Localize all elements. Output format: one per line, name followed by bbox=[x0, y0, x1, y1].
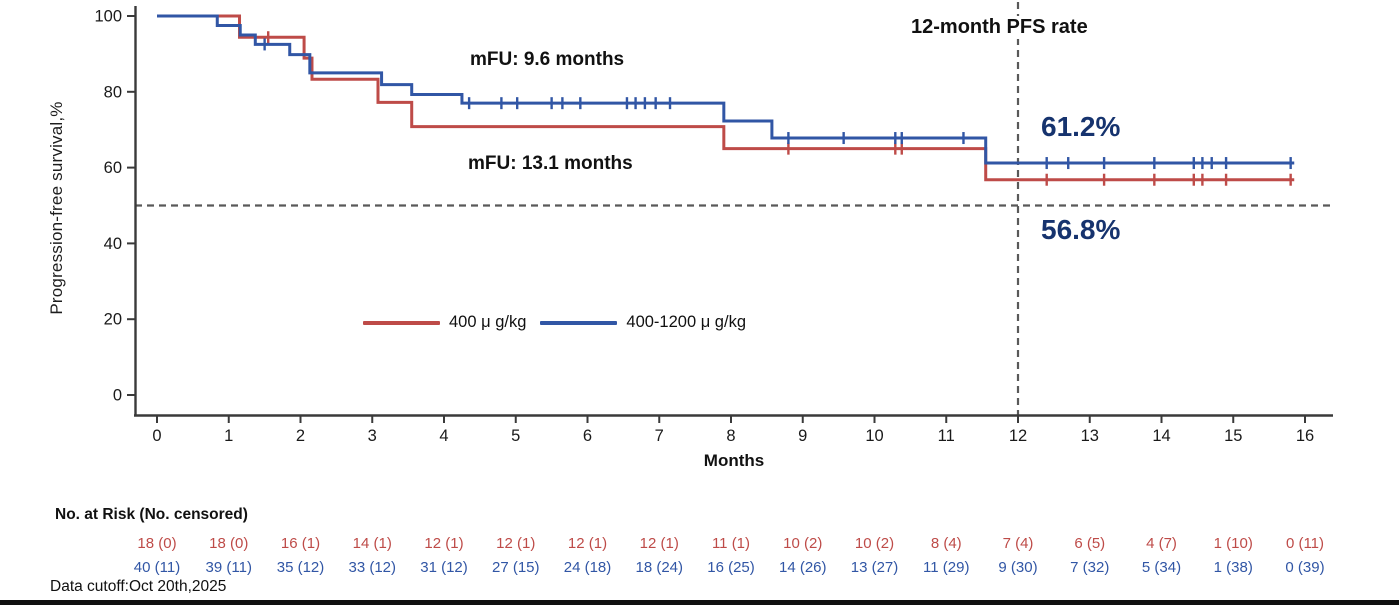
risk-value: 24 (18) bbox=[564, 559, 612, 576]
y-tick-label: 40 bbox=[104, 235, 122, 253]
risk-value: 1 (38) bbox=[1214, 559, 1253, 576]
x-tick-label: 6 bbox=[583, 427, 592, 445]
legend-item-red-arm: 400 μ g/kg bbox=[363, 313, 526, 332]
bottom-border-bar bbox=[0, 600, 1399, 605]
risk-value: 0 (39) bbox=[1285, 559, 1324, 576]
x-tick-label: 4 bbox=[439, 427, 448, 445]
x-tick-label: 16 bbox=[1296, 427, 1314, 445]
risk-value: 7 (4) bbox=[1003, 535, 1034, 552]
risk-value: 12 (1) bbox=[568, 535, 607, 552]
risk-value: 5 (34) bbox=[1142, 559, 1181, 576]
risk-value: 10 (2) bbox=[783, 535, 822, 552]
risk-value: 18 (24) bbox=[635, 559, 683, 576]
risk-value: 33 (12) bbox=[348, 559, 396, 576]
legend: 400 μ g/kg 400-1200 μ g/kg bbox=[363, 313, 746, 332]
x-tick-label: 8 bbox=[726, 427, 735, 445]
km-curve-red-arm bbox=[157, 14, 1295, 182]
risk-value: 12 (1) bbox=[496, 535, 535, 552]
x-tick-label: 5 bbox=[511, 427, 520, 445]
y-tick-label: 80 bbox=[104, 83, 122, 101]
risk-value: 0 (11) bbox=[1286, 535, 1324, 552]
risk-value: 16 (1) bbox=[281, 535, 320, 552]
risk-value: 27 (15) bbox=[492, 559, 540, 576]
risk-value: 40 (11) bbox=[134, 559, 180, 576]
risk-value: 9 (30) bbox=[998, 559, 1037, 576]
x-tick-label: 0 bbox=[152, 427, 161, 445]
risk-value: 11 (1) bbox=[712, 535, 750, 552]
risk-value: 18 (0) bbox=[209, 535, 248, 552]
pfs-rate-value-red-arm: 56.8% bbox=[1041, 214, 1121, 245]
risk-value: 14 (26) bbox=[779, 559, 827, 576]
pfs-rate-header: 12-month PFS rate bbox=[907, 16, 1092, 39]
y-tick-label: 0 bbox=[113, 387, 122, 405]
risk-value: 39 (11) bbox=[206, 559, 252, 576]
risk-value: 7 (32) bbox=[1070, 559, 1109, 576]
risk-value: 13 (27) bbox=[851, 559, 899, 576]
risk-value: 6 (5) bbox=[1074, 535, 1105, 552]
x-tick-label: 10 bbox=[865, 427, 883, 445]
risk-value: 10 (2) bbox=[855, 535, 894, 552]
legend-label-red: 400 μ g/kg bbox=[449, 313, 527, 331]
x-tick-label: 2 bbox=[296, 427, 305, 445]
risk-value: 12 (1) bbox=[640, 535, 679, 552]
legend-line-blue bbox=[540, 320, 618, 325]
x-tick-label: 3 bbox=[368, 427, 377, 445]
risk-value: 8 (4) bbox=[931, 535, 962, 552]
risk-value: 11 (29) bbox=[923, 559, 969, 576]
y-tick-label: 20 bbox=[104, 311, 122, 329]
risk-value: 18 (0) bbox=[137, 535, 176, 552]
y-axis-title: Progression-free survival,% bbox=[47, 101, 66, 315]
mfu-label-red-arm: mFU: 13.1 months bbox=[468, 153, 633, 174]
y-tick-label: 100 bbox=[94, 8, 122, 26]
legend-label-blue: 400-1200 μ g/kg bbox=[626, 313, 746, 331]
y-tick-label: 60 bbox=[104, 159, 122, 177]
risk-value: 14 (1) bbox=[353, 535, 392, 552]
data-cutoff-note: Data cutoff:Oct 20th,2025 bbox=[50, 578, 227, 595]
mfu-label-blue-arm: mFU: 9.6 months bbox=[470, 49, 625, 70]
x-tick-label: 13 bbox=[1081, 427, 1099, 445]
x-tick-label: 1 bbox=[224, 427, 233, 445]
risk-value: 1 (10) bbox=[1214, 535, 1253, 552]
x-tick-label: 15 bbox=[1224, 427, 1242, 445]
km-curve-blue-arm bbox=[157, 14, 1295, 165]
x-tick-label: 12 bbox=[1009, 427, 1027, 445]
legend-line-red bbox=[363, 320, 440, 325]
risk-value: 31 (12) bbox=[420, 559, 468, 576]
x-tick-label: 14 bbox=[1152, 427, 1170, 445]
x-tick-label: 11 bbox=[938, 427, 955, 445]
x-tick-label: 9 bbox=[798, 427, 807, 445]
risk-value: 35 (12) bbox=[277, 559, 325, 576]
legend-item-blue-arm: 400-1200 μ g/kg bbox=[540, 313, 746, 332]
pfs-rate-value-blue-arm: 61.2% bbox=[1041, 111, 1121, 142]
risk-value: 16 (25) bbox=[707, 559, 755, 576]
risk-value: 12 (1) bbox=[424, 535, 463, 552]
risk-value: 4 (7) bbox=[1146, 535, 1177, 552]
x-tick-label: 7 bbox=[655, 427, 664, 445]
x-axis-title: Months bbox=[703, 451, 765, 470]
risk-table-header: No. at Risk (No. censored) bbox=[55, 506, 248, 523]
